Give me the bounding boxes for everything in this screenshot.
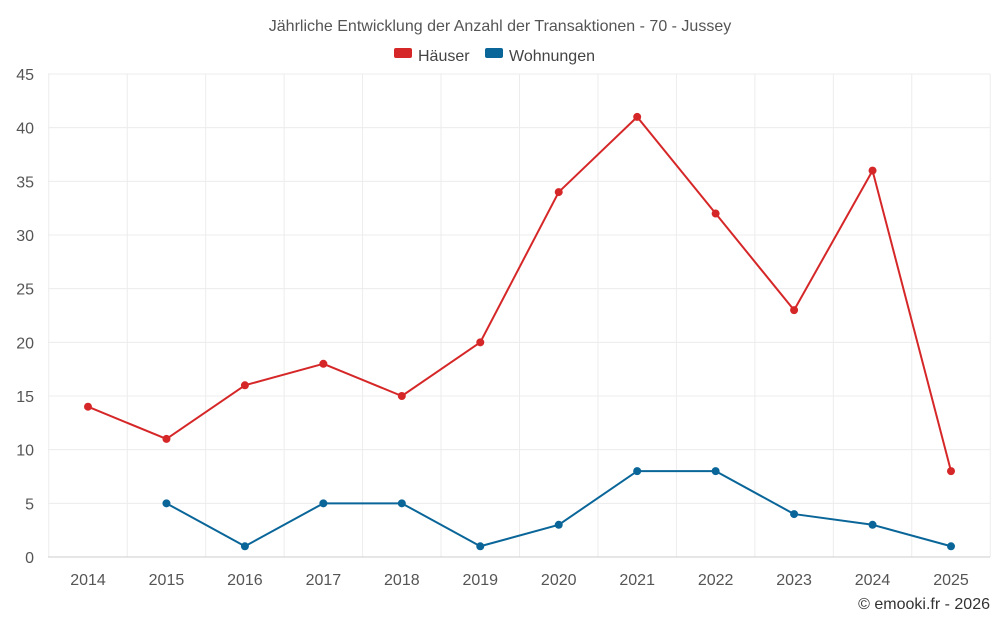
legend-label-haeuser[interactable]: Häuser bbox=[418, 48, 470, 65]
y-tick-label: 45 bbox=[16, 67, 34, 84]
data-point-haeuser-2019[interactable] bbox=[476, 338, 485, 347]
legend-swatch-wohnungen bbox=[485, 48, 503, 58]
y-tick-label: 5 bbox=[25, 496, 34, 513]
x-tick-label: 2019 bbox=[462, 572, 498, 589]
data-point-haeuser-2017[interactable] bbox=[319, 359, 328, 368]
credit-text: © emooki.fr - 2026 bbox=[858, 596, 990, 613]
data-point-haeuser-2022[interactable] bbox=[711, 209, 720, 218]
x-tick-label: 2022 bbox=[698, 572, 734, 589]
data-point-haeuser-2023[interactable] bbox=[790, 306, 799, 315]
data-point-haeuser-2014[interactable] bbox=[84, 402, 92, 411]
data-point-wohnungen-2020[interactable] bbox=[554, 520, 563, 529]
x-tick-label: 2015 bbox=[149, 572, 185, 589]
data-point-wohnungen-2021[interactable] bbox=[633, 467, 642, 476]
y-tick-label: 15 bbox=[16, 389, 34, 406]
data-point-haeuser-2024[interactable] bbox=[868, 166, 877, 175]
legend-label-wohnungen[interactable]: Wohnungen bbox=[509, 48, 595, 65]
data-point-wohnungen-2024[interactable] bbox=[868, 520, 877, 529]
data-point-wohnungen-2017[interactable] bbox=[319, 499, 328, 508]
data-point-wohnungen-2022[interactable] bbox=[711, 467, 720, 476]
series-haeuser bbox=[84, 112, 955, 476]
x-tick-label: 2020 bbox=[541, 572, 577, 589]
x-tick-label: 2021 bbox=[619, 572, 655, 589]
data-point-haeuser-2025[interactable] bbox=[947, 467, 955, 476]
y-tick-label: 10 bbox=[16, 443, 34, 460]
x-tick-label: 2016 bbox=[227, 572, 263, 589]
data-point-haeuser-2018[interactable] bbox=[397, 392, 406, 400]
x-tick-label: 2024 bbox=[855, 572, 891, 589]
y-axis-ticks: 0 5 10 15 20 25 30 35 40 45 bbox=[16, 67, 34, 567]
data-point-wohnungen-2023[interactable] bbox=[790, 510, 799, 519]
y-tick-label: 25 bbox=[16, 282, 34, 299]
data-point-wohnungen-2019[interactable] bbox=[476, 542, 485, 551]
series-layer bbox=[84, 112, 955, 551]
data-point-wohnungen-2015[interactable] bbox=[162, 499, 171, 508]
data-point-haeuser-2020[interactable] bbox=[554, 188, 563, 197]
x-tick-label: 2017 bbox=[306, 572, 342, 589]
y-tick-label: 30 bbox=[16, 228, 34, 245]
data-point-haeuser-2021[interactable] bbox=[633, 112, 642, 121]
data-point-wohnungen-2018[interactable] bbox=[397, 499, 406, 508]
x-tick-label: 2014 bbox=[70, 572, 106, 589]
series-wohnungen bbox=[162, 467, 955, 551]
x-tick-label: 2023 bbox=[776, 572, 812, 589]
y-tick-label: 40 bbox=[16, 121, 34, 138]
series-line-haeuser bbox=[87, 115, 952, 472]
x-tick-label: 2025 bbox=[933, 572, 969, 589]
chart-title: Jährliche Entwicklung der Anzahl der Tra… bbox=[269, 18, 731, 35]
data-point-wohnungen-2025[interactable] bbox=[947, 542, 955, 551]
data-point-haeuser-2015[interactable] bbox=[162, 434, 171, 443]
y-tick-label: 20 bbox=[16, 335, 34, 352]
x-gridlines bbox=[48, 74, 991, 557]
data-point-wohnungen-2016[interactable] bbox=[240, 542, 249, 551]
x-axis-ticks: 2014 2015 2016 2017 2018 2019 2020 2021 2022 2023… bbox=[70, 572, 969, 589]
y-tick-label: 0 bbox=[25, 550, 34, 567]
legend-swatch-haeuser bbox=[394, 48, 412, 58]
data-point-haeuser-2016[interactable] bbox=[240, 381, 249, 390]
x-tick-label: 2018 bbox=[384, 572, 420, 589]
y-tick-label: 35 bbox=[16, 174, 34, 191]
legend: Häuser Wohnungen bbox=[394, 48, 595, 65]
